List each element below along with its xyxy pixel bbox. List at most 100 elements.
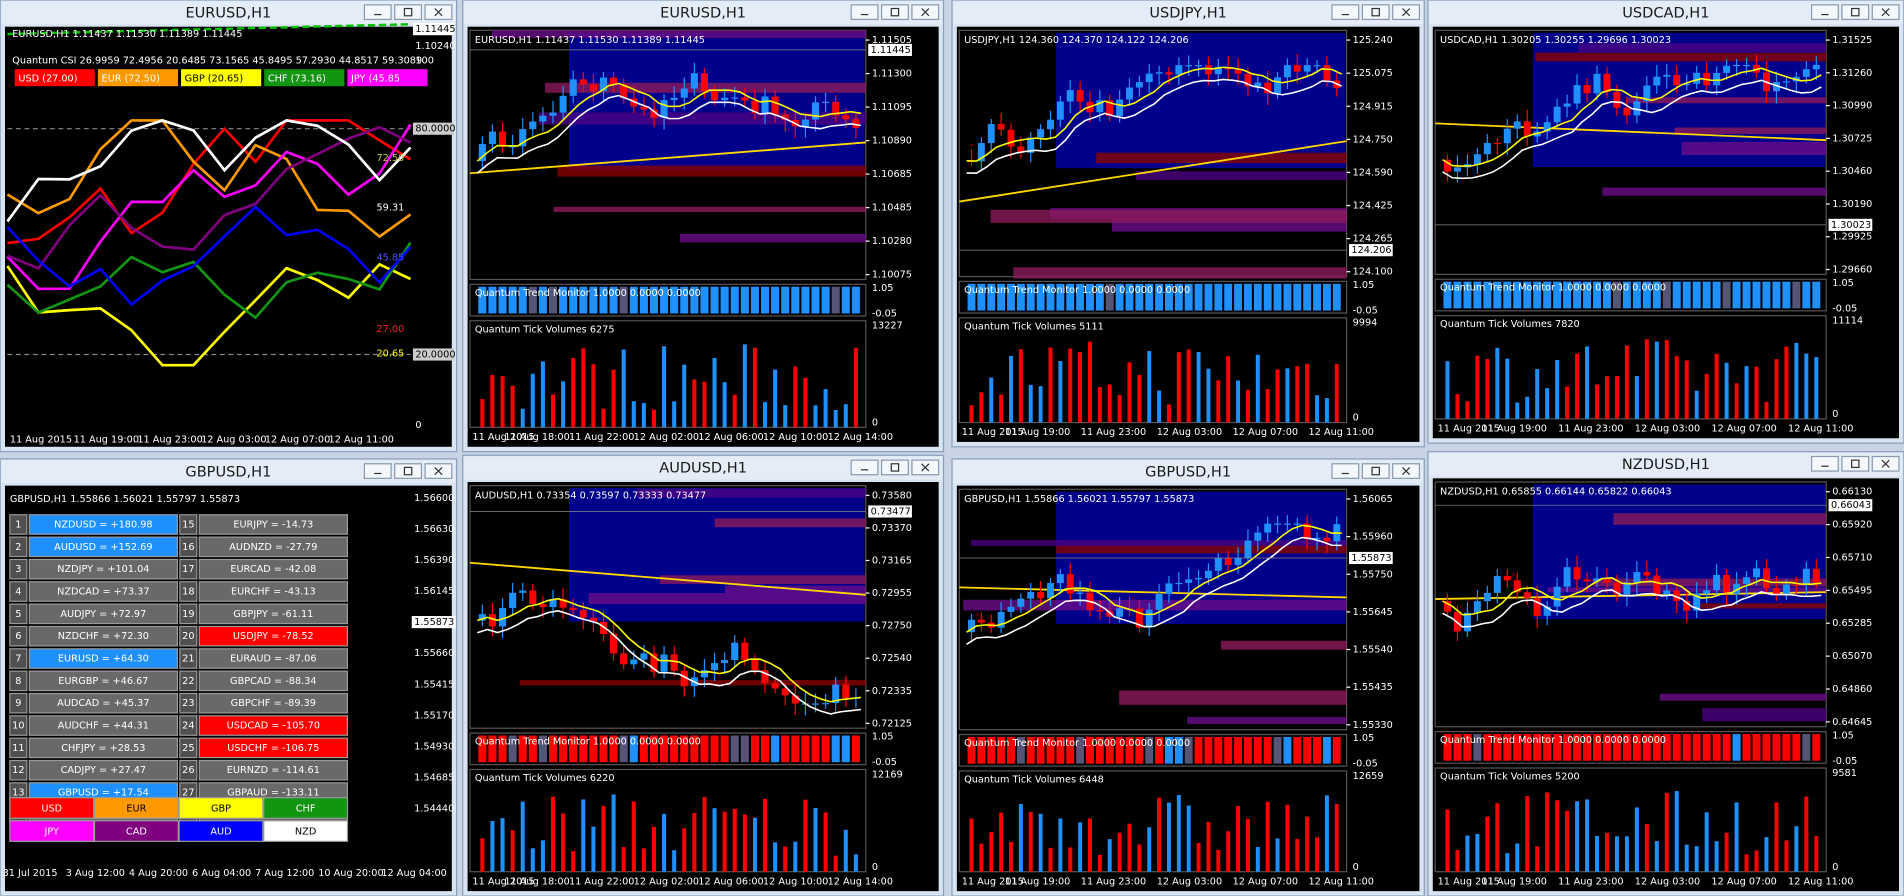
- candle-body: [680, 670, 688, 687]
- trend-title: Quantum Trend Monitor 1.0000 0.0000 0.00…: [475, 737, 701, 748]
- trend-bar: [538, 286, 547, 314]
- window-min-button[interactable]: [1331, 4, 1360, 21]
- volume-bar: [773, 842, 778, 872]
- trend-bar: [1105, 283, 1114, 311]
- window-max-button[interactable]: [1361, 463, 1390, 479]
- window-max-button[interactable]: [394, 463, 423, 479]
- currency-label: GBP (20.65): [185, 73, 243, 84]
- candle-body: [509, 592, 517, 609]
- currency-label: USD (27.00): [18, 73, 77, 84]
- window-min-button[interactable]: [850, 459, 879, 476]
- row-number: 6: [15, 631, 21, 642]
- axis-label: 1.11445: [415, 24, 455, 35]
- window-min-button[interactable]: [850, 4, 879, 21]
- trend-bar: [660, 286, 669, 314]
- volume-bar: [722, 382, 727, 428]
- trend-bar: [1115, 736, 1124, 764]
- window-min-button[interactable]: [363, 463, 392, 479]
- volume-bar: [1644, 339, 1649, 419]
- trend-bar: [730, 735, 739, 763]
- window-min-button[interactable]: [1810, 455, 1839, 472]
- trend-bar: [1303, 283, 1312, 311]
- window-max-button[interactable]: [1361, 4, 1390, 21]
- trend-bar: [649, 735, 659, 763]
- volume-panel: [958, 317, 1348, 424]
- profile-band: [1013, 267, 1347, 279]
- trend-bar: [720, 286, 729, 314]
- candle-body: [700, 73, 708, 92]
- volume-bar: [581, 799, 586, 872]
- candle-body: [589, 617, 597, 623]
- volume-bar: [1058, 818, 1063, 872]
- volume-bar: [1654, 341, 1659, 419]
- row-number: 18: [182, 587, 194, 598]
- volume-bar: [1575, 801, 1580, 872]
- row-number-box: [179, 648, 198, 669]
- trend-bar: [1473, 734, 1482, 761]
- volume-bar: [1068, 348, 1073, 423]
- window-max-button[interactable]: [1841, 455, 1870, 472]
- title-bar: [953, 460, 1424, 484]
- row-number-box: [179, 536, 198, 558]
- pair-strength: CADJPY = +27.47: [61, 765, 147, 776]
- trend-label: 1.05: [872, 732, 894, 743]
- pair-box: [198, 536, 348, 558]
- price-label: 1.31260: [1832, 68, 1872, 79]
- volume-bar: [1265, 389, 1270, 423]
- candle-body: [1145, 73, 1153, 83]
- row-number: 23: [182, 698, 194, 709]
- trend-bar: [559, 286, 568, 314]
- row-number-box: [9, 759, 28, 781]
- window-title: NZDUSD,H1: [1622, 456, 1710, 473]
- trend-bar: [538, 735, 547, 763]
- volume-bar: [1216, 849, 1221, 872]
- trend-bar: [1622, 734, 1631, 761]
- row-number: 12: [12, 765, 24, 776]
- row-number-box: [9, 670, 28, 692]
- row-number-box: [179, 581, 198, 602]
- window-title: EURUSD,H1: [660, 4, 746, 21]
- candle-body: [1274, 77, 1282, 94]
- trend-bar: [760, 735, 770, 763]
- time-label: 12 Aug 06:00: [698, 876, 763, 887]
- trend-bar: [1513, 281, 1522, 309]
- profile-band: [1056, 545, 1347, 554]
- trend-bar: [1672, 734, 1681, 761]
- window-title: AUDUSD,H1: [659, 460, 747, 477]
- volume-bar: [510, 385, 515, 428]
- volume-bar: [853, 347, 858, 428]
- volume-bar: [1275, 369, 1280, 423]
- candle-body: [599, 622, 608, 634]
- trend-label: 1.05: [872, 283, 894, 294]
- pair-box: [198, 558, 348, 580]
- window-min-button[interactable]: [1331, 463, 1360, 479]
- window-max-button[interactable]: [1841, 4, 1870, 21]
- trend-bar: [1722, 734, 1731, 761]
- volume-bar: [813, 405, 818, 428]
- trend-bar: [720, 735, 729, 763]
- volume-bar: [1595, 836, 1599, 872]
- window-max-button[interactable]: [880, 459, 909, 476]
- candle-body: [1244, 540, 1252, 558]
- window-max-button[interactable]: [880, 4, 909, 21]
- window-min-button[interactable]: [1810, 4, 1839, 21]
- volume-bar: [662, 346, 667, 428]
- volume-bar: [1009, 356, 1013, 423]
- window-min-button[interactable]: [363, 4, 392, 21]
- price-label: 1.55330: [1353, 720, 1393, 731]
- candle-body: [1743, 64, 1751, 67]
- window-max-button[interactable]: [394, 4, 423, 21]
- volume-bar: [540, 361, 545, 428]
- candle-body: [1096, 100, 1104, 113]
- moving-average: [966, 524, 1342, 633]
- time-label: 12 Aug 07:00: [1233, 876, 1298, 887]
- csi-line: [6, 262, 412, 367]
- volume-bar: [571, 851, 576, 872]
- trend-label: 1.05: [1832, 730, 1854, 741]
- candle-body: [721, 97, 729, 101]
- volume-bar: [783, 405, 788, 428]
- candle-body: [832, 684, 840, 704]
- title-bar: [463, 456, 943, 480]
- currency-box: [181, 69, 262, 87]
